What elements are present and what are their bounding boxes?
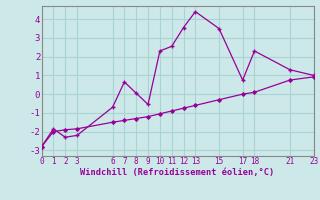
X-axis label: Windchill (Refroidissement éolien,°C): Windchill (Refroidissement éolien,°C) [80, 168, 275, 177]
